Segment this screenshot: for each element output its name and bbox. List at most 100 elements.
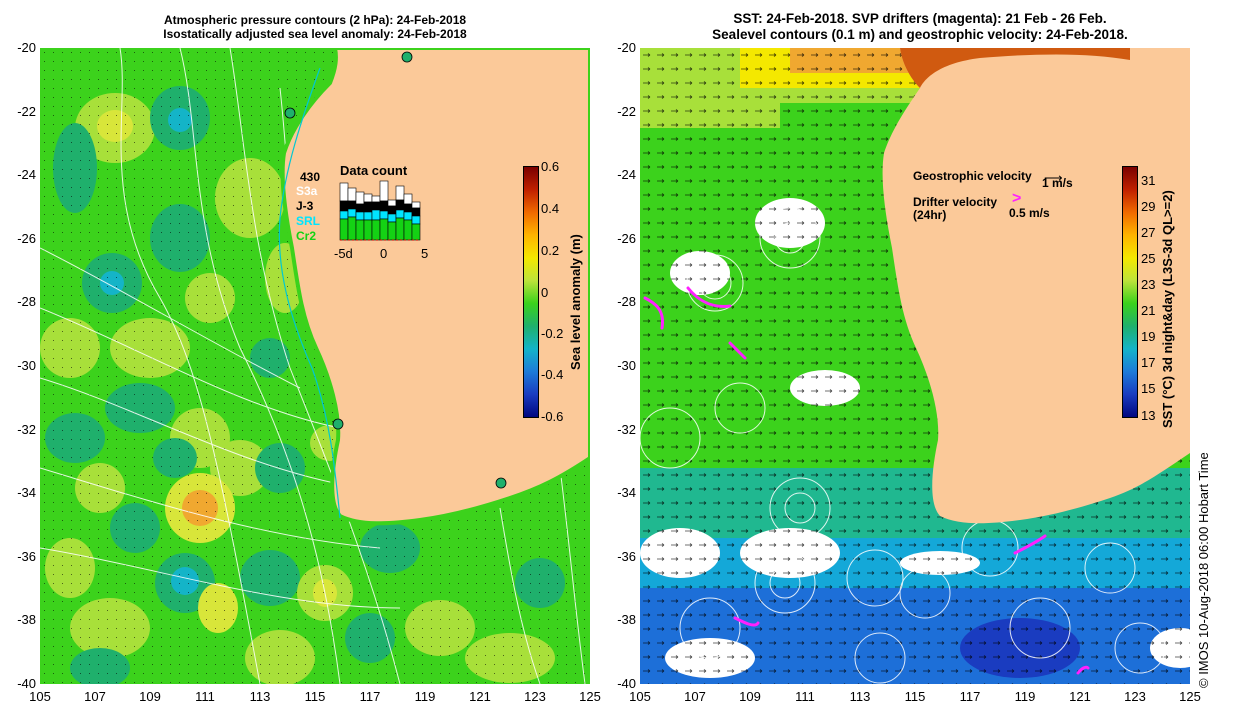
right-lon-tick: 121 <box>1069 689 1091 704</box>
right-lon-tick: 107 <box>684 689 706 704</box>
right-lon-tick: 117 <box>959 689 981 704</box>
histogram-bars <box>339 180 421 241</box>
sst-tick-13: 13 <box>1141 408 1156 423</box>
right-lat-tick: -38 <box>617 612 636 628</box>
data-count-total: 430 <box>300 170 321 184</box>
sst-map <box>640 48 1190 684</box>
right-lat-tick: -28 <box>617 294 636 310</box>
australia-land-sst <box>882 48 1190 524</box>
sea-level-anomaly-map <box>40 48 590 684</box>
sst-tick-25: 25 <box>1141 251 1156 266</box>
sla-tick-0.4: 0.4 <box>541 201 560 216</box>
sst-tick-29: 29 <box>1141 199 1156 214</box>
australia-land <box>280 48 590 526</box>
right-lon-tick: 125 <box>1179 689 1201 704</box>
left-lon-tick: 109 <box>139 689 161 704</box>
left-lon-tick: 123 <box>524 689 546 704</box>
sst-tick-17: 17 <box>1141 355 1156 370</box>
right-lat-tick: -24 <box>617 167 636 183</box>
left-lat-tick: -32 <box>17 421 36 437</box>
right-lat-tick: -26 <box>617 230 636 246</box>
left-title: Atmospheric pressure contours (2 hPa): 2… <box>40 13 590 41</box>
imos-credit: © IMOS 10-Aug-2018 06:00 Hobart Time <box>1196 452 1211 688</box>
sla-colorbar <box>523 166 539 418</box>
tide-gauge-marker <box>284 107 296 119</box>
right-lon-tick: 123 <box>1124 689 1146 704</box>
legend-cr2: Cr2 <box>296 229 317 243</box>
left-lon-tick: 111 <box>195 689 215 704</box>
left-title-line2: Isostatically adjusted sea level anomaly… <box>163 27 467 41</box>
tide-gauge-marker <box>332 418 344 430</box>
hist-tick-minus5d: -5d <box>334 246 353 261</box>
drifter-velocity-label: Drifter velocity <box>913 195 998 209</box>
right-lon-tick: 111 <box>795 689 815 704</box>
right-lat-tick: -20 <box>617 40 636 55</box>
left-lat-tick: -20 <box>17 40 36 55</box>
tide-gauge-marker <box>495 477 507 489</box>
drifter-track <box>686 286 732 308</box>
sst-tick-21: 21 <box>1141 303 1156 318</box>
right-lat-tick: -22 <box>617 103 636 119</box>
right-lon-tick: 109 <box>739 689 761 704</box>
right-lon-tick: 105 <box>629 689 651 704</box>
sea-level-contours <box>640 207 1166 684</box>
geostrophic-velocity-label: Geostrophic velocity <box>913 169 1032 183</box>
left-lat-tick: -40 <box>17 676 36 691</box>
left-lon-tick: 115 <box>304 689 326 704</box>
tide-gauges <box>284 51 507 489</box>
hist-tick-5: 5 <box>421 246 429 261</box>
tide-gauge-marker <box>401 51 413 63</box>
left-lat-tick: -24 <box>17 167 36 183</box>
legend-j3: J-3 <box>296 199 314 213</box>
right-lat-tick: -32 <box>617 421 636 437</box>
left-lat-tick: -34 <box>17 485 36 501</box>
left-title-line1: Atmospheric pressure contours (2 hPa): 2… <box>163 13 467 27</box>
sla-tick-minus0.6: -0.6 <box>541 409 564 424</box>
right-lat-tick: -40 <box>617 676 636 691</box>
left-lon-tick: 105 <box>29 689 51 704</box>
drifter-track <box>1076 665 1090 675</box>
right-title: SST: 24-Feb-2018. SVP drifters (magenta)… <box>640 11 1200 43</box>
sst-tick-27: 27 <box>1141 225 1156 240</box>
drifter-velocity-label2: (24hr) <box>913 208 947 222</box>
right-title-line1: SST: 24-Feb-2018. SVP drifters (magenta)… <box>733 11 1107 26</box>
left-lat-tick: -26 <box>17 230 36 246</box>
drifter-track <box>643 296 665 330</box>
sla-tick-0.6: 0.6 <box>541 159 560 174</box>
left-lat-tick: -28 <box>17 294 36 310</box>
legend-srl: SRL <box>296 214 320 228</box>
left-lat-tick: -30 <box>17 358 36 373</box>
data-count-title: Data count <box>340 163 408 178</box>
data-count-histogram <box>339 180 421 241</box>
sst-tick-19: 19 <box>1141 329 1156 344</box>
pressure-contours <box>40 48 586 684</box>
arrow-right-icon: ⟶ <box>1044 170 1063 185</box>
left-lon-tick: 119 <box>414 689 436 704</box>
right-lon-tick: 119 <box>1014 689 1036 704</box>
sst-tick-31: 31 <box>1141 173 1156 188</box>
sla-colorbar-label: Sea level anomaly (m) <box>568 234 583 370</box>
drifter-velocity-scale: 0.5 m/s <box>1009 206 1050 220</box>
left-lat-tick: -38 <box>17 612 36 628</box>
right-lon-tick: 113 <box>849 689 871 704</box>
svp-drifter-tracks <box>643 286 1090 675</box>
hist-tick-0: 0 <box>380 246 388 261</box>
sst-tick-23: 23 <box>1141 277 1156 292</box>
right-lat-tick: -34 <box>617 485 636 501</box>
left-lon-tick: 117 <box>359 689 381 704</box>
left-lon-tick: 113 <box>249 689 271 704</box>
drifter-chevron-icon: > <box>1012 190 1022 207</box>
left-lon-tick: 121 <box>469 689 491 704</box>
sst-tick-15: 15 <box>1141 381 1156 396</box>
sla-tick-minus0.4: -0.4 <box>541 367 564 382</box>
left-lon-tick: 107 <box>84 689 106 704</box>
left-lon-tick: 125 <box>579 689 601 704</box>
right-lon-tick: 115 <box>904 689 926 704</box>
sla-tick-minus0.2: -0.2 <box>541 326 564 341</box>
sst-colorbar <box>1122 166 1138 418</box>
right-title-line2: Sealevel contours (0.1 m) and geostrophi… <box>712 27 1128 42</box>
sst-colorbar-label: SST (°C) 3d night&day (L3S-3d QL>=2) <box>1160 190 1175 428</box>
left-lat-tick: -36 <box>17 548 36 564</box>
right-lat-tick: -30 <box>617 358 636 373</box>
shelf-contour <box>278 67 341 519</box>
